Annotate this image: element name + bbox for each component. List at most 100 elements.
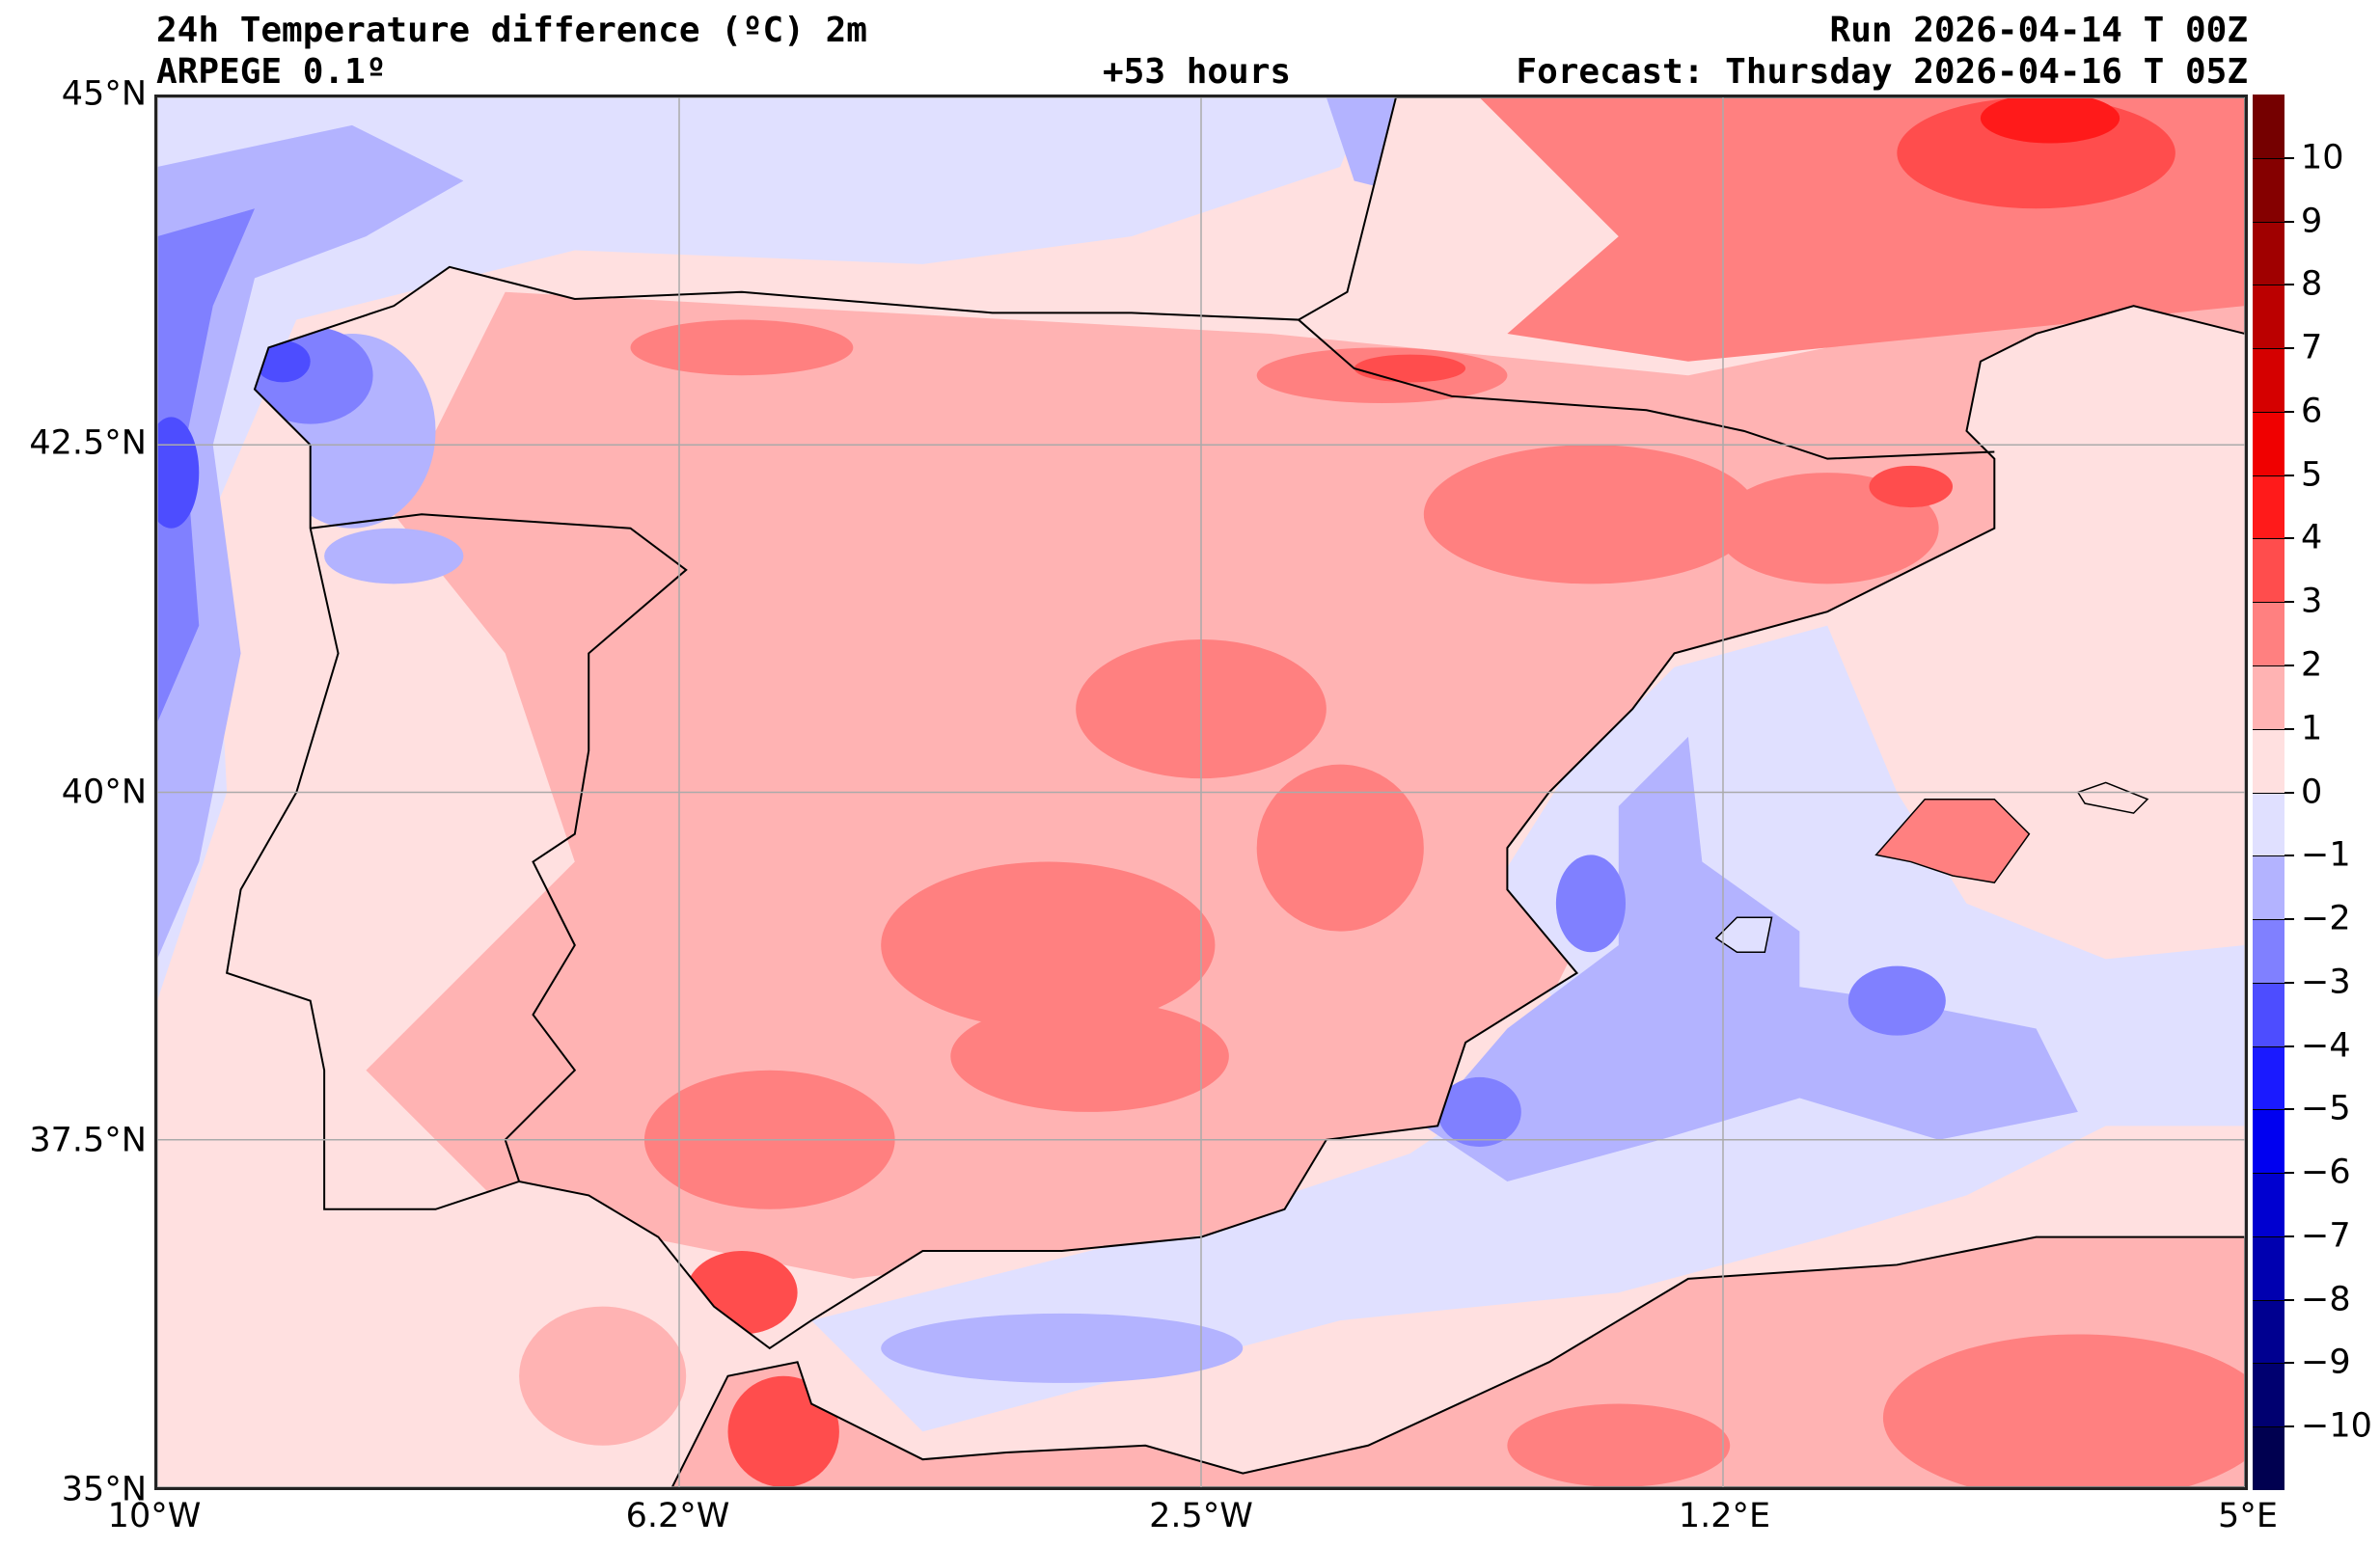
colorbar-tick-label: 6 xyxy=(2301,392,2323,431)
colorbar-boundary xyxy=(2253,1045,2284,1047)
mediterranean-cooler-zone xyxy=(1423,736,2078,1181)
east-warm-spot xyxy=(1256,764,1424,932)
latitude-tick-label: 37.5°N xyxy=(29,1121,147,1160)
colorbar-boundary xyxy=(2253,1363,2284,1365)
colorbar-tick xyxy=(2284,474,2294,476)
mediterranean-cold-spot xyxy=(1555,855,1627,953)
latitude-tick-label: 35°N xyxy=(61,1470,147,1509)
ibiza-island xyxy=(1716,917,1772,952)
spain-portugal-border xyxy=(311,514,687,1181)
colorbar-bin xyxy=(2253,475,2284,539)
colorbar-tick-label: 8 xyxy=(2301,264,2323,304)
mediterranean-cool-zone xyxy=(811,625,2245,1432)
land-anomaly-fields xyxy=(247,97,2245,1487)
colorbar-tick-label: 9 xyxy=(2301,202,2323,241)
pyrenees-hot-spot xyxy=(1354,354,1466,383)
colorbar-bin xyxy=(2253,665,2284,730)
colorbar-boundary xyxy=(2253,1235,2284,1237)
longitude-tick-label: 2.5°W xyxy=(1149,1497,1253,1535)
colorbar-tick-label: 10 xyxy=(2301,138,2344,177)
colorbar-bin xyxy=(2253,221,2284,285)
colorbar-tick-label: −4 xyxy=(2301,1026,2351,1066)
colorbar-bin xyxy=(2253,285,2284,349)
longitude-tick-label: 10°W xyxy=(107,1497,202,1535)
map-gridlines xyxy=(157,97,2245,1487)
colorbar-tick-label: −6 xyxy=(2301,1153,2351,1192)
colorbar-bin xyxy=(2253,1299,2284,1364)
colorbar-bin xyxy=(2253,919,2284,984)
cantabria-warm-spot xyxy=(630,319,854,376)
colorbar-boundary xyxy=(2253,855,2284,857)
colorbar-tick xyxy=(2284,981,2294,984)
colorbar-tick xyxy=(2284,284,2294,286)
colorbar-tick-label: 7 xyxy=(2301,328,2323,367)
alboran-cool-spot xyxy=(881,1313,1244,1383)
colorbar-tick xyxy=(2284,1425,2294,1428)
latitude-tick-label: 45°N xyxy=(61,74,147,114)
colorbar-tick-label: −10 xyxy=(2301,1406,2372,1446)
colorbar-bin xyxy=(2253,1109,2284,1174)
map-title: 24h Temperature difference (ºC) 2m xyxy=(156,11,867,50)
colorbar-tick xyxy=(2284,537,2294,540)
colorbar-bin xyxy=(2253,1235,2284,1301)
colorbar-bin xyxy=(2253,602,2284,666)
colorbar-bin xyxy=(2253,538,2284,603)
mediterranean-cold-spot xyxy=(1437,1076,1521,1147)
menorca-island xyxy=(2078,782,2147,813)
colorbar-tick-label: 4 xyxy=(2301,518,2323,557)
mediterranean-cold-spot xyxy=(1847,965,1946,1036)
colorbar-bin xyxy=(2253,348,2284,413)
colorbar-boundary xyxy=(2253,411,2284,413)
temperature-map xyxy=(154,95,2248,1490)
colorbar-tick-label: 0 xyxy=(2301,773,2323,811)
atlantic-cool-band xyxy=(157,124,464,960)
colorbar-tick-label: −1 xyxy=(2301,835,2351,875)
colorbar-tick-label: −8 xyxy=(2301,1280,2351,1319)
colorbar: 10 9 8 7 6 5 4 3 2 1 0 −1 −2 −3 −4 −5 −6 −7 −8 −9 −10 xyxy=(2253,95,2372,1491)
colorbar-tick xyxy=(2284,1172,2294,1175)
colorbar-tick-label: 2 xyxy=(2301,645,2323,685)
colorbar-boundary xyxy=(2253,1173,2284,1175)
colorbar-bin xyxy=(2253,411,2284,476)
mallorca-island xyxy=(1876,800,2030,882)
colorbar-boundary xyxy=(2253,792,2284,794)
colorbar-boundary xyxy=(2253,982,2284,984)
colorbar-tick xyxy=(2284,410,2294,413)
colorbar-tick xyxy=(2284,727,2294,730)
colorbar-tick xyxy=(2284,664,2294,666)
colorbar-tick-label: −9 xyxy=(2301,1343,2351,1382)
colorbar-boundary xyxy=(2253,475,2284,476)
colorbar-bin xyxy=(2253,1426,2284,1491)
colorbar-bin xyxy=(2253,157,2284,223)
north-africa-land xyxy=(671,1236,2245,1487)
colorbar-tick-label: −7 xyxy=(2301,1216,2351,1256)
portugal-cool-spot xyxy=(324,528,464,584)
colorbar-boundary xyxy=(2253,157,2284,159)
colorbar-tick-label: −5 xyxy=(2301,1089,2351,1128)
colorbar-boundary xyxy=(2253,1426,2284,1428)
colorbar-bin xyxy=(2253,1045,2284,1110)
colorbar-bin xyxy=(2253,1173,2284,1237)
colorbar-tick xyxy=(2284,1108,2294,1111)
colorbar-tick xyxy=(2284,1045,2294,1047)
longitude-tick-label: 6.2°W xyxy=(625,1497,730,1535)
central-warm-spot xyxy=(950,1000,1229,1112)
colorbar-tick xyxy=(2284,918,2294,921)
france-very-hot-spot xyxy=(1980,97,2120,144)
colorbar-bin xyxy=(2253,982,2284,1047)
colorbar-boundary xyxy=(2253,538,2284,540)
colorbar-boundary xyxy=(2253,348,2284,350)
galicia-colder-spot xyxy=(254,340,311,383)
africa-coastline xyxy=(672,1237,2245,1487)
longitude-tick-label: 1.2°E xyxy=(1678,1497,1771,1535)
run-label: Run 2026-04-14 T 00Z xyxy=(1829,11,2248,50)
model-label: ARPEGE 0.1º xyxy=(156,52,387,92)
colorbar-boundary xyxy=(2253,728,2284,730)
colorbar-tick xyxy=(2284,791,2294,794)
latitude-tick-label: 42.5°N xyxy=(29,423,147,463)
colorbar-tick xyxy=(2284,855,2294,857)
atlantic-warm-spot xyxy=(519,1306,687,1446)
colorbar-boundary xyxy=(2253,665,2284,666)
colorbar-bin xyxy=(2253,792,2284,856)
colorbar-boundary xyxy=(2253,1299,2284,1301)
